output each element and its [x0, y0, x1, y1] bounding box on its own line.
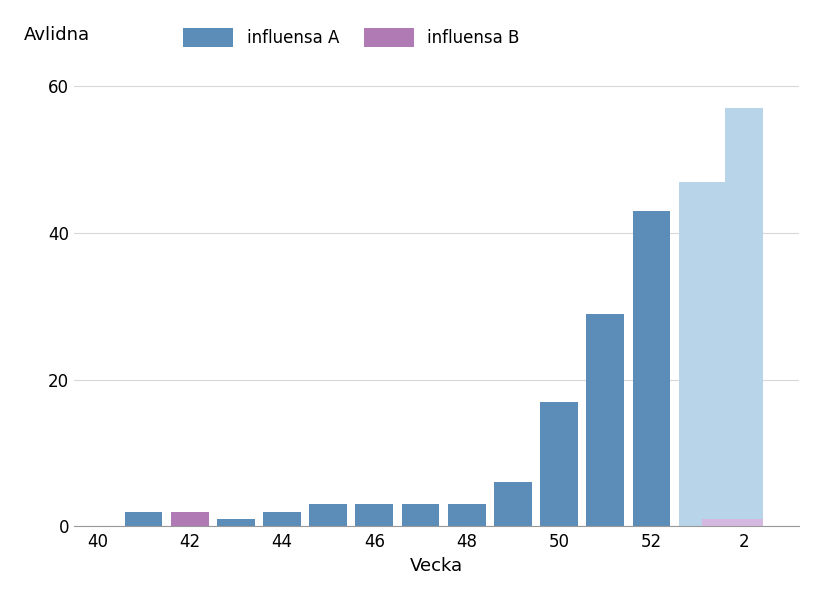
Bar: [355, 504, 393, 526]
Bar: [494, 482, 531, 526]
Bar: [124, 511, 162, 526]
Bar: [171, 511, 208, 526]
Bar: [309, 504, 347, 526]
Bar: [679, 182, 717, 526]
Bar: [217, 519, 255, 526]
Bar: [633, 211, 671, 526]
Bar: [702, 519, 740, 526]
Bar: [587, 314, 625, 526]
Bar: [401, 504, 439, 526]
Bar: [725, 519, 763, 526]
Bar: [171, 511, 208, 526]
Bar: [263, 511, 301, 526]
Bar: [447, 504, 485, 526]
Legend: influensa A, influensa B: influensa A, influensa B: [177, 21, 527, 54]
Text: Avlidna: Avlidna: [23, 26, 90, 44]
Bar: [541, 402, 578, 526]
X-axis label: Vecka: Vecka: [410, 557, 463, 575]
Bar: [702, 182, 740, 526]
Bar: [725, 108, 763, 526]
